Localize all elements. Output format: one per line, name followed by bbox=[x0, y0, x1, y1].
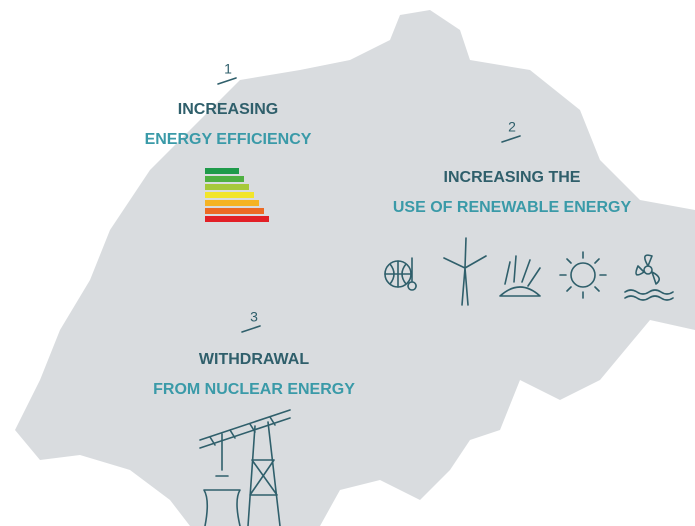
step-title: WITHDRAWAL bbox=[199, 351, 309, 368]
step-number: 1 bbox=[224, 61, 232, 77]
step-title: USE OF RENEWABLE ENERGY bbox=[393, 199, 632, 216]
step-number: 3 bbox=[250, 309, 258, 325]
map-switzerland bbox=[15, 10, 695, 526]
step-title: INCREASING THE bbox=[444, 169, 581, 186]
nuclear-icon bbox=[199, 409, 291, 526]
step-title: INCREASING bbox=[178, 101, 278, 118]
step-number: 2 bbox=[508, 119, 516, 135]
step-title: ENERGY EFFICIENCY bbox=[145, 131, 312, 148]
slash-marks bbox=[217, 77, 521, 333]
step-title: FROM NUCLEAR ENERGY bbox=[153, 381, 355, 398]
efficiency-bars bbox=[205, 168, 269, 222]
renewable-icons bbox=[384, 237, 674, 306]
